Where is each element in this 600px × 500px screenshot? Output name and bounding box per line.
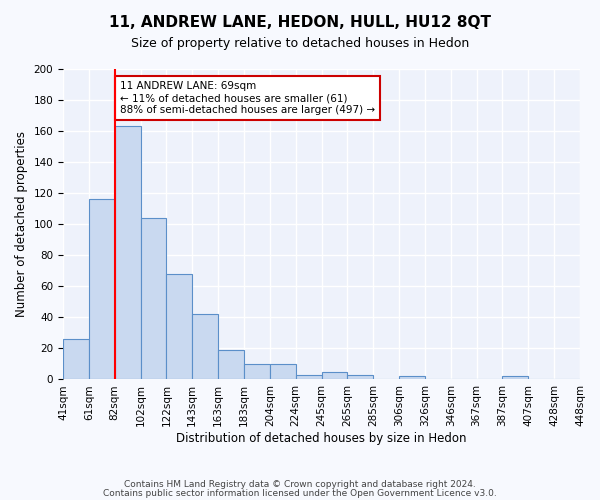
Bar	[63, 339, 89, 380]
Bar	[166, 274, 192, 380]
Text: Size of property relative to detached houses in Hedon: Size of property relative to detached ho…	[131, 38, 469, 51]
Bar	[270, 364, 296, 380]
Bar	[244, 364, 270, 380]
Bar	[296, 375, 322, 380]
Bar	[140, 218, 166, 380]
Bar	[399, 376, 425, 380]
Bar	[192, 314, 218, 380]
X-axis label: Distribution of detached houses by size in Hedon: Distribution of detached houses by size …	[176, 432, 467, 445]
Bar	[218, 350, 244, 380]
Y-axis label: Number of detached properties: Number of detached properties	[15, 131, 28, 317]
Text: Contains public sector information licensed under the Open Government Licence v3: Contains public sector information licen…	[103, 489, 497, 498]
Bar	[347, 375, 373, 380]
Bar	[89, 200, 115, 380]
Bar	[322, 372, 347, 380]
Text: 11 ANDREW LANE: 69sqm
← 11% of detached houses are smaller (61)
88% of semi-deta: 11 ANDREW LANE: 69sqm ← 11% of detached …	[120, 82, 375, 114]
Text: Contains HM Land Registry data © Crown copyright and database right 2024.: Contains HM Land Registry data © Crown c…	[124, 480, 476, 489]
Bar	[115, 126, 140, 380]
Bar	[502, 376, 529, 380]
Text: 11, ANDREW LANE, HEDON, HULL, HU12 8QT: 11, ANDREW LANE, HEDON, HULL, HU12 8QT	[109, 15, 491, 30]
